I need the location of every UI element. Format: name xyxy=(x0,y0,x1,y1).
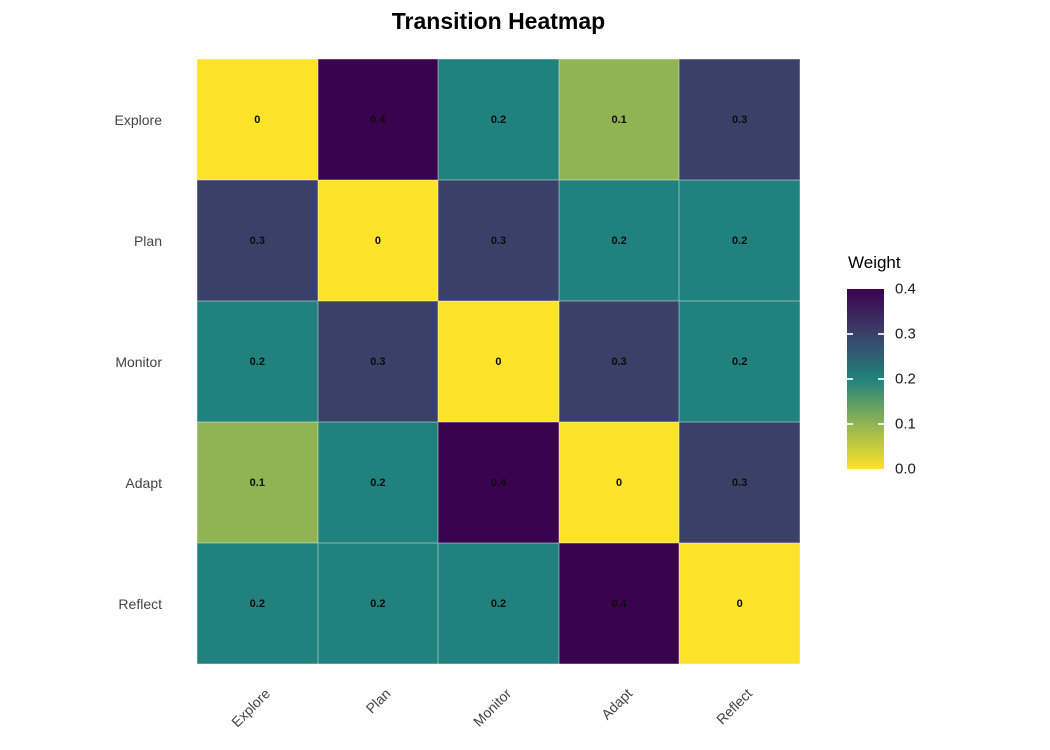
legend-tick-label: 0.3 xyxy=(895,325,916,343)
heatmap-cell: 0.4 xyxy=(438,422,559,543)
legend-tick xyxy=(847,378,853,380)
heatmap-cell: 0.2 xyxy=(558,180,680,301)
legend-tick-labels: 0.4 0.3 0.2 0.1 0.0 xyxy=(895,282,955,477)
legend-tick-label: 0.4 xyxy=(895,280,916,298)
heatmap-cell: 0 xyxy=(679,543,800,664)
legend-tick xyxy=(878,423,884,425)
heatmap-cell: 0.4 xyxy=(317,59,439,180)
heatmap-cell: 0.3 xyxy=(197,180,318,301)
heatmap-cell: 0.3 xyxy=(438,180,559,301)
x-axis-labels: Explore Plan Monitor Adapt Reflect xyxy=(197,672,800,750)
heatmap-cell: 0.2 xyxy=(438,59,559,180)
legend-tick-label: 0.0 xyxy=(895,460,916,478)
legend: Weight 0.4 0.3 0.2 0.1 0.0 xyxy=(847,253,1017,477)
heatmap-cell: 0 xyxy=(438,301,559,422)
chart-title: Transition Heatmap xyxy=(391,8,606,34)
heatmap-cell: 0.1 xyxy=(558,59,680,180)
legend-tick-label: 0.1 xyxy=(895,415,916,433)
x-axis-label: Plan xyxy=(362,685,394,717)
heatmap-cell: 0.2 xyxy=(317,422,439,543)
legend-tick xyxy=(878,333,884,335)
y-axis-label: Adapt xyxy=(125,474,162,491)
y-axis-label: Monitor xyxy=(115,353,162,370)
heatmap-cell: 0.3 xyxy=(679,422,800,543)
heatmap-cell: 0.3 xyxy=(317,301,439,422)
y-axis-labels: Explore Plan Monitor Adapt Reflect xyxy=(0,59,162,664)
heatmap-grid: 0 0.4 0.2 0.1 0.3 0.3 0 0.3 0.2 0.2 0.2 0.3 0 0.3 0.2 0… xyxy=(197,59,800,664)
heatmap-cell: 0.2 xyxy=(197,301,318,422)
heatmap-cell: 0 xyxy=(197,59,318,180)
legend-colorbar xyxy=(847,289,884,469)
heatmap-cell: 0.2 xyxy=(679,301,800,422)
x-axis-label: Explore xyxy=(228,685,273,731)
x-axis-label: Reflect xyxy=(713,685,756,728)
heatmap-cell: 0.3 xyxy=(679,59,800,180)
x-axis-label: Adapt xyxy=(597,685,635,723)
y-axis-label: Plan xyxy=(133,232,162,249)
heatmap-cell: 0.2 xyxy=(679,180,800,301)
x-axis-label: Monitor xyxy=(469,685,515,730)
legend-tick xyxy=(847,333,853,335)
heatmap-cell: 0.2 xyxy=(438,543,559,664)
heatmap-cell: 0.4 xyxy=(558,543,680,664)
y-axis-label: Explore xyxy=(114,111,162,128)
heatmap-cell: 0.3 xyxy=(558,301,680,422)
heatmap-cell: 0 xyxy=(558,422,680,543)
heatmap-cell: 0.2 xyxy=(317,543,439,664)
legend-tick-label: 0.2 xyxy=(895,370,916,388)
legend-title: Weight xyxy=(848,253,901,272)
heatmap-cell: 0 xyxy=(317,180,439,301)
y-axis-label: Reflect xyxy=(118,595,162,612)
legend-tick xyxy=(847,423,853,425)
heatmap-cell: 0.2 xyxy=(197,543,318,664)
legend-tick xyxy=(878,378,884,380)
legend-colorbar-wrap xyxy=(847,289,884,469)
heatmap-cell: 0.1 xyxy=(197,422,318,543)
